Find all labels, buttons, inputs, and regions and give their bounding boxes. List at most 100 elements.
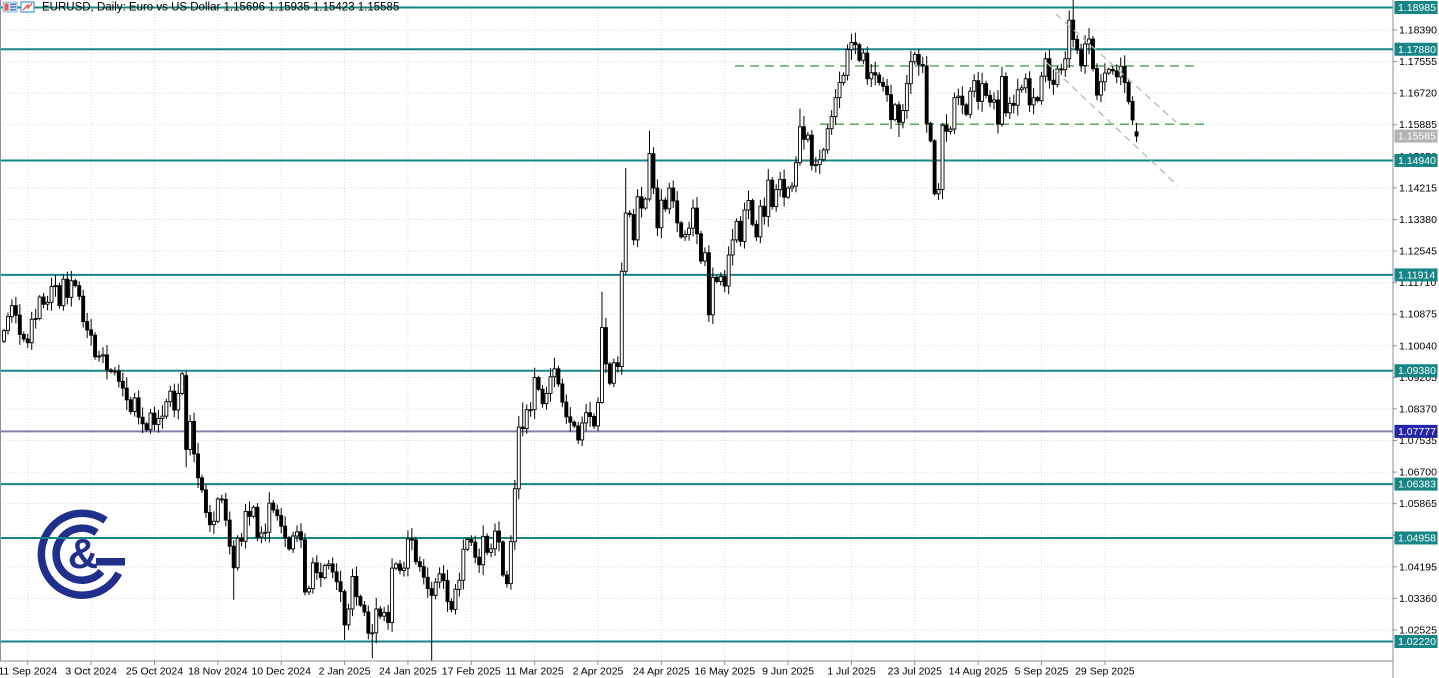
candle (801, 126, 806, 140)
candle (924, 65, 929, 124)
candle (504, 574, 509, 585)
date-label: 5 Sep 2025 (1015, 666, 1069, 678)
candle (774, 189, 779, 208)
trend-channel-upper-line[interactable] (1055, 13, 1177, 123)
candle (734, 220, 739, 241)
candle (754, 223, 759, 238)
price-level-badge-label: 1.07777 (1398, 426, 1436, 438)
candle (873, 72, 878, 76)
candle (1095, 68, 1099, 96)
price-level-badge-label: 1.02220 (1398, 636, 1436, 648)
candle (215, 498, 220, 522)
candle (417, 561, 422, 568)
candle (37, 296, 42, 319)
candle (457, 579, 462, 590)
candle (299, 531, 303, 541)
time-axis-scale[interactable] (0, 661, 1393, 678)
candle (354, 576, 359, 597)
candle (338, 581, 343, 593)
candle (326, 563, 331, 566)
candle (948, 128, 953, 132)
candle (671, 187, 676, 202)
candle (469, 538, 474, 543)
price-level-badge (1394, 424, 1438, 438)
candle (57, 285, 62, 307)
candle (1130, 101, 1135, 121)
candle (263, 531, 268, 534)
trend-channel (1045, 13, 1179, 187)
candle (306, 588, 311, 593)
price-level-badge (1394, 153, 1438, 167)
candle (1126, 82, 1131, 102)
date-label: 25 Oct 2024 (126, 666, 183, 678)
price-axis-scale[interactable] (1393, 0, 1439, 661)
candle (1071, 19, 1076, 40)
chart-title: EURUSD, Daily: Euro vs US Dollar 1.15696… (42, 2, 399, 14)
candle (1039, 75, 1044, 102)
candle (247, 510, 252, 517)
candle (572, 421, 577, 427)
candle (730, 239, 735, 256)
candle (1091, 38, 1095, 70)
candle (1047, 58, 1052, 81)
price-level-badge-label: 1.15585 (1398, 131, 1436, 143)
candle (89, 329, 94, 336)
candle (314, 562, 319, 574)
candle (960, 95, 965, 106)
candle (366, 611, 371, 634)
candle (120, 380, 125, 389)
candle (556, 368, 561, 385)
candles-layer (2, 0, 1139, 661)
candle (936, 189, 941, 195)
candle (255, 506, 260, 538)
levels-layer (0, 6, 1393, 643)
candle (124, 387, 129, 401)
price-level-badge-label: 1.18985 (1398, 2, 1436, 14)
candle (433, 581, 438, 596)
candle (782, 178, 787, 198)
candle (980, 83, 985, 102)
candle (41, 296, 46, 305)
candle (944, 124, 949, 132)
candle (576, 425, 581, 441)
candle (885, 85, 890, 96)
candle (271, 502, 276, 511)
candle (413, 539, 418, 563)
candle (623, 212, 628, 272)
candle (726, 254, 731, 287)
date-label: 29 Sep 2025 (1075, 666, 1135, 678)
candle (481, 535, 486, 566)
price-level-badge-label: 1.06383 (1398, 479, 1436, 491)
price-tick-label: 1.14215 (1399, 182, 1437, 194)
candle (908, 61, 913, 85)
candle (643, 198, 648, 209)
candle (287, 537, 292, 550)
candle (845, 49, 850, 76)
candle (473, 541, 478, 558)
candle (687, 227, 692, 236)
candle (192, 420, 197, 455)
candle (596, 402, 600, 427)
chart-flag-icon[interactable] (20, 1, 35, 13)
candle (342, 591, 347, 626)
candle (49, 285, 54, 303)
trend-channel-lower-line[interactable] (1045, 61, 1179, 187)
candle (603, 327, 608, 365)
candle (382, 611, 387, 617)
candle (710, 276, 715, 316)
symbol-list-icon[interactable] (2, 1, 18, 13)
candle (132, 397, 137, 413)
candle (912, 54, 917, 63)
candle (461, 548, 466, 581)
chart-plot-area[interactable] (0, 14, 1393, 661)
candle (501, 541, 505, 576)
candle (144, 423, 149, 431)
candle (116, 370, 121, 382)
candle (580, 422, 585, 441)
candle (152, 412, 157, 425)
candle (615, 362, 620, 368)
price-level-badge-label: 1.14940 (1398, 155, 1436, 167)
price-tick-label: 1.17555 (1399, 56, 1437, 68)
candle (398, 563, 402, 571)
